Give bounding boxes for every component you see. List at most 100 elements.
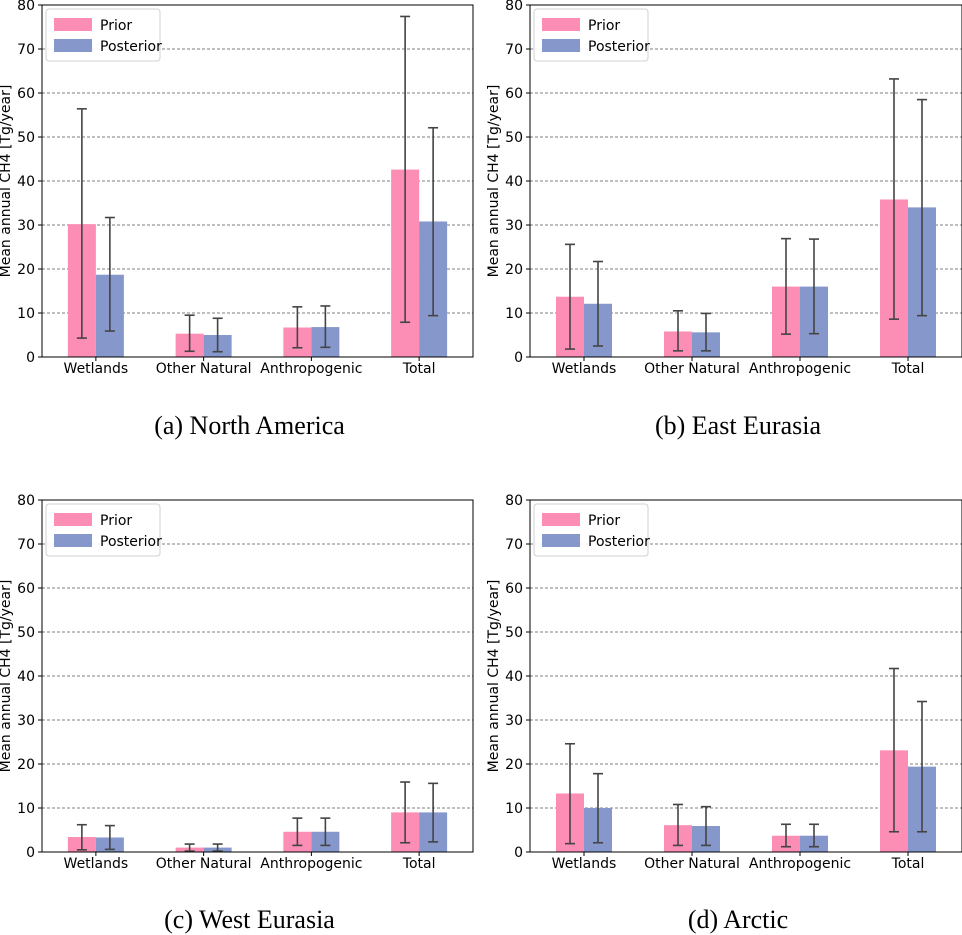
y-tick-label: 40 (505, 669, 523, 685)
chart-panel-3: 0 10 20 30 40 50 60 70 80 Wetlands Other Natural An… (0, 493, 474, 872)
legend-swatch-prior (542, 18, 580, 31)
y-tick-label: 70 (17, 537, 35, 553)
error-bar-prior-3 (889, 667, 899, 833)
y-tick-label: 30 (505, 218, 523, 234)
y-tick-label: 60 (505, 86, 523, 102)
legend-label-prior: Prior (588, 513, 620, 529)
legend-label-prior: Prior (100, 18, 132, 34)
y-tick-label: 10 (17, 306, 35, 322)
legend-swatch-prior (54, 513, 92, 526)
y-tick-label: 60 (505, 581, 523, 597)
y-tick-label: 50 (17, 130, 35, 146)
x-tick-label: Other Natural (156, 361, 252, 377)
y-axis-label: Mean annual CH4 [Tg/year] (0, 580, 14, 773)
y-tick-label: 20 (505, 757, 523, 773)
chart-panel-4: 0 10 20 30 40 50 60 70 80 Wetlands Other Natural An… (486, 493, 962, 872)
error-bar-prior-1 (673, 309, 683, 352)
x-tick-label: Other Natural (644, 856, 740, 872)
y-tick-label: 40 (17, 669, 35, 685)
error-bar-prior-1 (673, 803, 683, 847)
y-tick-label: 70 (505, 42, 523, 58)
error-bar-prior-3 (400, 15, 411, 324)
error-bar-prior-2 (781, 237, 791, 335)
legend-swatch-posterior (54, 39, 92, 52)
y-tick-label: 40 (505, 174, 523, 190)
error-bar-posterior-2 (320, 817, 331, 847)
legend-swatch-posterior (542, 39, 580, 52)
y-tick-label: 30 (17, 218, 35, 234)
error-bar-posterior-3 (428, 126, 439, 317)
legend-label-posterior: Posterior (100, 534, 162, 550)
legend: Prior Posterior (45, 8, 162, 62)
y-tick-label: 10 (17, 801, 35, 817)
legend-swatch-prior (54, 18, 92, 31)
legend: Prior Posterior (533, 503, 650, 557)
x-tick-label: Wetlands (64, 361, 129, 377)
error-bar-posterior-2 (809, 823, 819, 848)
y-tick-label: 70 (17, 42, 35, 58)
legend-label-posterior: Posterior (100, 39, 162, 55)
error-bar-posterior-3 (917, 98, 927, 317)
legend-swatch-posterior (542, 534, 580, 547)
y-tick-label: 0 (26, 845, 35, 861)
y-tick-label: 40 (17, 174, 35, 190)
y-tick-label: 80 (505, 493, 523, 509)
error-bar-prior-2 (292, 306, 303, 349)
y-tick-label: 0 (26, 350, 35, 366)
legend: Prior Posterior (45, 503, 162, 557)
error-bar-prior-1 (184, 314, 195, 353)
error-bar-posterior-2 (320, 305, 331, 349)
y-tick-label: 10 (505, 801, 523, 817)
chart-panel-2: 0 10 20 30 40 50 60 70 80 Wetlands Other Natural An… (486, 0, 962, 377)
legend-swatch-posterior (54, 534, 92, 547)
panel-caption: (d) Arctic (688, 905, 788, 934)
y-tick-label: 20 (17, 757, 35, 773)
y-tick-label: 50 (17, 625, 35, 641)
error-bar-posterior-3 (428, 782, 439, 843)
y-tick-label: 50 (505, 130, 523, 146)
error-bar-posterior-0 (104, 216, 115, 332)
error-bar-prior-2 (781, 823, 791, 848)
error-bar-posterior-1 (212, 317, 223, 353)
y-tick-label: 80 (17, 0, 35, 14)
y-tick-label: 50 (505, 625, 523, 641)
x-tick-label: Wetlands (552, 361, 617, 377)
error-bar-posterior-1 (212, 843, 223, 852)
error-bar-prior-3 (889, 78, 899, 320)
y-axis-label: Mean annual CH4 [Tg/year] (0, 85, 14, 278)
x-tick-label: Wetlands (552, 856, 617, 872)
y-tick-label: 20 (505, 262, 523, 278)
legend-label-prior: Prior (100, 513, 132, 529)
y-tick-label: 80 (17, 493, 35, 509)
y-tick-label: 70 (505, 537, 523, 553)
y-tick-label: 60 (17, 581, 35, 597)
x-tick-label: Wetlands (64, 856, 129, 872)
x-tick-label: Anthropogenic (749, 361, 851, 377)
y-tick-label: 20 (17, 262, 35, 278)
x-tick-label: Other Natural (156, 856, 252, 872)
x-tick-label: Total (891, 361, 925, 377)
error-bar-posterior-3 (917, 700, 927, 833)
error-bar-posterior-2 (809, 238, 819, 335)
y-tick-label: 30 (505, 713, 523, 729)
legend-label-posterior: Posterior (588, 534, 650, 550)
y-tick-label: 60 (17, 86, 35, 102)
y-tick-label: 80 (505, 0, 523, 14)
y-axis-label: Mean annual CH4 [Tg/year] (486, 580, 502, 773)
x-tick-label: Total (891, 856, 925, 872)
x-tick-label: Total (402, 856, 436, 872)
x-tick-label: Anthropogenic (749, 856, 851, 872)
error-bar-prior-0 (76, 108, 87, 339)
chart-panel-1: 0 10 20 30 40 50 60 70 80 Wetlands Other Natural An… (0, 0, 474, 377)
error-bar-prior-0 (565, 243, 575, 350)
x-tick-label: Total (402, 361, 436, 377)
legend-label-prior: Prior (588, 18, 620, 34)
x-tick-label: Other Natural (644, 361, 740, 377)
y-tick-label: 0 (514, 350, 523, 366)
error-bar-posterior-1 (701, 805, 711, 847)
legend: Prior Posterior (533, 8, 650, 62)
y-tick-label: 30 (17, 713, 35, 729)
error-bar-posterior-0 (104, 824, 115, 851)
legend-swatch-prior (542, 513, 580, 526)
